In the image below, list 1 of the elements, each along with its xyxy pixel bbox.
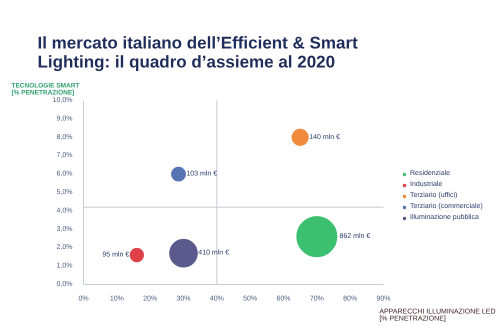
chart-title: Il mercato italiano dell’Efficient & Smart Lighting: il quadro d’assieme al 2020: [38, 34, 358, 72]
